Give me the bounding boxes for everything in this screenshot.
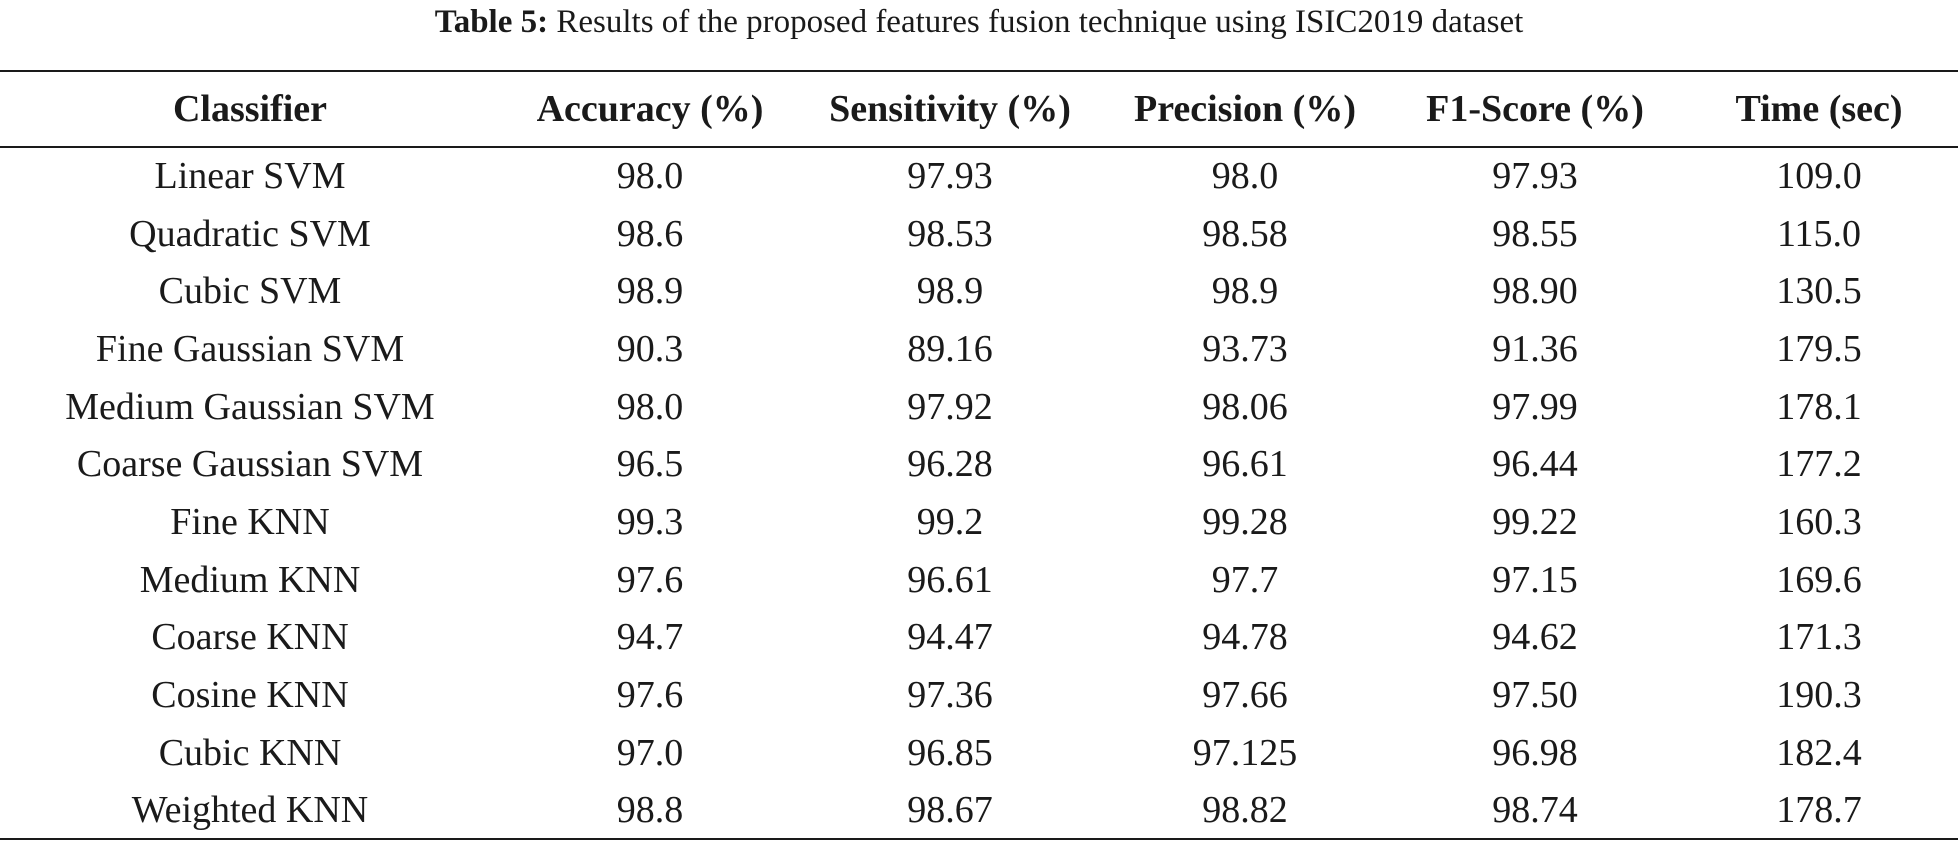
header-f1-score: F1-Score (%): [1426, 88, 1644, 130]
cell-classifier: Medium Gaussian SVM: [65, 385, 435, 428]
cell-classifier: Linear SVM: [154, 155, 346, 198]
cell-sensitivity: 94.47: [907, 616, 993, 659]
cell-sensitivity: 98.9: [916, 270, 984, 313]
cell-classifier: Coarse KNN: [151, 616, 349, 659]
table-body: Linear SVM 98.0 97.93 98.0 97.93 109.0 Quadrat…: [0, 147, 1958, 840]
table-row: Fine Gaussian SVM 90.3 89.16 93.73 91.36 179.…: [0, 320, 1958, 378]
cell-classifier: Fine KNN: [170, 500, 330, 543]
cell-f1-score: 97.50: [1492, 674, 1578, 717]
header-time: Time (sec): [1735, 88, 1903, 130]
table-row: Coarse Gaussian SVM 96.5 96.28 96.61 96.44 17…: [0, 435, 1958, 493]
cell-precision: 98.9: [1211, 270, 1279, 313]
table-row: Medium KNN 97.6 96.61 97.7 97.15 169.6: [0, 551, 1958, 609]
cell-time: 171.3: [1776, 616, 1862, 659]
cell-accuracy: 97.6: [616, 558, 684, 601]
table-caption-text: Results of the proposed features fusion …: [548, 4, 1524, 40]
cell-accuracy: 96.5: [616, 443, 684, 486]
cell-accuracy: 98.9: [616, 270, 684, 313]
header-classifier: Classifier: [172, 88, 328, 130]
cell-time: 109.0: [1776, 155, 1862, 198]
table-row: Linear SVM 98.0 97.93 98.0 97.93 109.0: [0, 147, 1958, 205]
cell-precision: 98.58: [1202, 212, 1288, 255]
cell-precision: 96.61: [1202, 443, 1288, 486]
table-row: Weighted KNN 98.8 98.67 98.82 98.74 178.7: [0, 782, 1958, 840]
cell-classifier: Coarse Gaussian SVM: [76, 443, 424, 486]
cell-time: 179.5: [1776, 327, 1862, 370]
cell-classifier: Medium KNN: [139, 558, 361, 601]
cell-accuracy: 97.6: [616, 674, 684, 717]
cell-classifier: Weighted KNN: [131, 788, 369, 831]
cell-accuracy: 98.0: [616, 385, 684, 428]
cell-f1-score: 98.74: [1492, 788, 1578, 831]
cell-f1-score: 96.44: [1492, 443, 1578, 486]
cell-f1-score: 97.15: [1492, 558, 1578, 601]
table-row: Cosine KNN 97.6 97.36 97.66 97.50 190.3: [0, 666, 1958, 724]
cell-f1-score: 98.55: [1492, 212, 1578, 255]
table-row: Quadratic SVM 98.6 98.53 98.58 98.55 115.0: [0, 205, 1958, 263]
cell-sensitivity: 98.53: [907, 212, 993, 255]
header-sensitivity: Sensitivity (%): [829, 88, 1071, 130]
cell-classifier: Cubic SVM: [158, 270, 342, 313]
header-row: Classifier Accuracy (%) Sensitivity (%) …: [0, 71, 1958, 147]
cell-classifier: Quadratic SVM: [129, 212, 371, 255]
cell-time: 160.3: [1776, 500, 1862, 543]
header-accuracy: Accuracy (%): [536, 88, 764, 130]
cell-accuracy: 94.7: [616, 616, 684, 659]
table-caption: Table 5: Results of the proposed feature…: [0, 0, 1958, 48]
cell-time: 115.0: [1776, 212, 1862, 255]
header-precision: Precision (%): [1134, 88, 1356, 130]
cell-f1-score: 91.36: [1492, 327, 1578, 370]
cell-accuracy: 98.8: [616, 788, 684, 831]
cell-f1-score: 99.22: [1492, 500, 1578, 543]
cell-sensitivity: 98.67: [907, 788, 993, 831]
results-table: Classifier Accuracy (%) Sensitivity (%) …: [0, 70, 1958, 840]
table-row: Cubic SVM 98.9 98.9 98.9 98.90 130.5: [0, 262, 1958, 320]
table-row: Coarse KNN 94.7 94.47 94.78 94.62 171.3: [0, 609, 1958, 667]
cell-precision: 98.06: [1202, 385, 1288, 428]
cell-time: 178.1: [1776, 385, 1862, 428]
cell-time: 177.2: [1776, 443, 1862, 486]
cell-accuracy: 98.0: [616, 155, 684, 198]
cell-f1-score: 97.93: [1492, 155, 1578, 198]
cell-classifier: Fine Gaussian SVM: [95, 327, 405, 370]
cell-time: 178.7: [1776, 788, 1862, 831]
cell-time: 182.4: [1776, 731, 1862, 774]
cell-accuracy: 99.3: [616, 500, 684, 543]
cell-precision: 97.66: [1202, 674, 1288, 717]
cell-sensitivity: 89.16: [907, 327, 993, 370]
cell-sensitivity: 97.93: [907, 155, 993, 198]
cell-f1-score: 98.90: [1492, 270, 1578, 313]
cell-precision: 97.125: [1192, 731, 1298, 774]
cell-precision: 99.28: [1202, 500, 1288, 543]
table-row: Medium Gaussian SVM 98.0 97.92 98.06 97.99 17…: [0, 378, 1958, 436]
cell-precision: 93.73: [1202, 327, 1288, 370]
cell-f1-score: 97.99: [1492, 385, 1578, 428]
cell-accuracy: 98.6: [616, 212, 684, 255]
cell-sensitivity: 97.36: [907, 674, 993, 717]
cell-classifier: Cosine KNN: [151, 674, 349, 717]
cell-accuracy: 97.0: [616, 731, 684, 774]
table-caption-label: Table 5:: [434, 4, 549, 40]
cell-sensitivity: 96.61: [907, 558, 993, 601]
cell-precision: 97.7: [1211, 558, 1279, 601]
cell-sensitivity: 96.28: [907, 443, 993, 486]
cell-precision: 94.78: [1202, 616, 1288, 659]
cell-precision: 98.82: [1202, 788, 1288, 831]
cell-time: 169.6: [1776, 558, 1862, 601]
cell-sensitivity: 96.85: [907, 731, 993, 774]
cell-accuracy: 90.3: [616, 327, 684, 370]
cell-sensitivity: 99.2: [916, 500, 984, 543]
table-row: Cubic KNN 97.0 96.85 97.125 96.98 182.4: [0, 724, 1958, 782]
cell-precision: 98.0: [1211, 155, 1279, 198]
cell-f1-score: 96.98: [1492, 731, 1578, 774]
cell-f1-score: 94.62: [1492, 616, 1578, 659]
cell-classifier: Cubic KNN: [158, 731, 342, 774]
cell-sensitivity: 97.92: [907, 385, 993, 428]
cell-time: 190.3: [1776, 674, 1862, 717]
table-header: Classifier Accuracy (%) Sensitivity (%) …: [0, 71, 1958, 147]
cell-time: 130.5: [1776, 270, 1862, 313]
table-row: Fine KNN 99.3 99.2 99.28 99.22 160.3: [0, 493, 1958, 551]
